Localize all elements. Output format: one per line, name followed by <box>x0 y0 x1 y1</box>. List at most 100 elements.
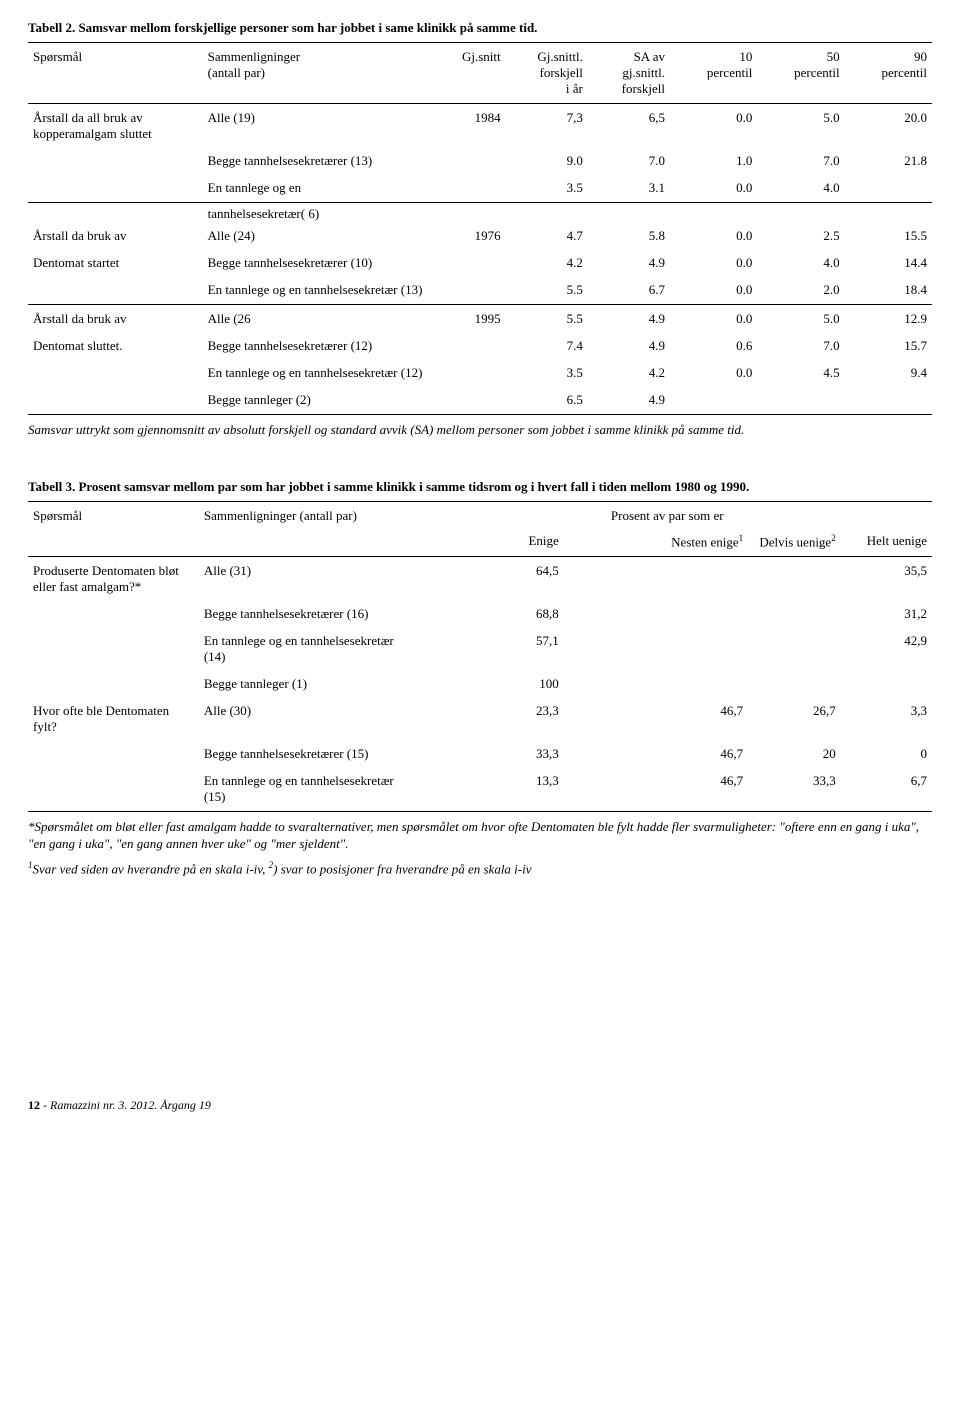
table-cell: 0.0 <box>670 305 757 331</box>
t2-h7-l1: 50 <box>827 49 840 64</box>
table-cell: 7.0 <box>757 330 844 357</box>
t2-h1: Spørsmål <box>28 43 203 104</box>
table-cell <box>564 625 748 668</box>
table-cell <box>434 357 506 384</box>
table-cell: 3,3 <box>841 695 932 738</box>
t2-h6-l1: 10 <box>739 49 752 64</box>
table-cell: 6.5 <box>506 384 588 415</box>
table-cell: 64,5 <box>402 556 563 598</box>
table-cell: 9.0 <box>506 145 588 172</box>
t3-sc2-sup: 1 <box>739 533 744 543</box>
table-cell: 12.9 <box>845 305 932 331</box>
table-cell: 5.5 <box>506 305 588 331</box>
table-cell: 4.2 <box>588 357 670 384</box>
table-cell <box>28 625 199 668</box>
table-cell <box>845 384 932 415</box>
t2-h5: SA av gj.snittl. forskjell <box>588 43 670 104</box>
table-cell: 4.0 <box>757 247 844 274</box>
table-cell <box>28 172 203 203</box>
t2-h6-l2: percentil <box>707 65 752 80</box>
table-row: Begge tannhelsesekretærer (15)33,346,720… <box>28 738 932 765</box>
t3-sc2-t: Nesten enige <box>671 534 739 549</box>
table-cell: 6,5 <box>588 104 670 146</box>
table-cell: 33,3 <box>402 738 563 765</box>
table2: Spørsmål Sammenligninger (antall par) Gj… <box>28 42 932 415</box>
table-cell: 2.5 <box>757 225 844 247</box>
table-cell: 42,9 <box>841 625 932 668</box>
table-row: En tannlege og en tannhelsesekretær (12)… <box>28 357 932 384</box>
table-cell: Begge tannhelsesekretærer (13) <box>203 145 434 172</box>
table-cell <box>564 598 748 625</box>
table-cell <box>434 274 506 305</box>
t3-sc3: Delvis uenige2 <box>748 530 841 557</box>
table-cell: Begge tannhelsesekretærer (15) <box>199 738 403 765</box>
t3-sc3-t: Delvis uenige <box>759 534 831 549</box>
table-cell: 5.0 <box>757 104 844 146</box>
table3-note2: 1Svar ved siden av hverandre på en skala… <box>28 859 932 878</box>
t3-n2-t1: Svar ved siden av hverandre på en skala … <box>33 861 269 876</box>
table-cell: En tannlege og en tannhelsesekretær (12) <box>203 357 434 384</box>
table-cell: Årstall da bruk av <box>28 225 203 247</box>
table-cell <box>748 625 841 668</box>
table-cell: 4.2 <box>506 247 588 274</box>
table-cell <box>28 668 199 695</box>
table-cell: Hvor ofte ble Dentomaten fylt? <box>28 695 199 738</box>
table-row: En tannlege og en tannhelsesekretær (15)… <box>28 765 932 812</box>
table-cell: 0.0 <box>670 225 757 247</box>
table-cell: 3.5 <box>506 172 588 203</box>
table-cell: Begge tannhelsesekretærer (12) <box>203 330 434 357</box>
table2-note: Samsvar uttrykt som gjennomsnitt av abso… <box>28 421 932 439</box>
table-cell: 5.5 <box>506 274 588 305</box>
table-cell: 20 <box>748 738 841 765</box>
table-cell <box>845 172 932 203</box>
table-cell: Begge tannleger (2) <box>203 384 434 415</box>
table-cell: 23,3 <box>402 695 563 738</box>
table-cell: Begge tannleger (1) <box>199 668 403 695</box>
table-cell: En tannlege og en <box>203 172 434 203</box>
t2-h7: 50 percentil <box>757 43 844 104</box>
table-cell: 31,2 <box>841 598 932 625</box>
table-cell: 3.1 <box>588 172 670 203</box>
t2-h5-l2: gj.snittl. <box>622 65 665 80</box>
t3-group: Prosent av par som er <box>402 501 932 530</box>
table-cell: Dentomat startet <box>28 247 203 274</box>
page-number: 12 <box>28 1098 40 1112</box>
table-cell: Alle (26 <box>203 305 434 331</box>
table-cell: 0.0 <box>670 357 757 384</box>
table-row: En tannlege og en3.53.10.04.0 <box>28 172 932 203</box>
t2-h6: 10 percentil <box>670 43 757 104</box>
t2-h8-l1: 90 <box>914 49 927 64</box>
table-row: Begge tannhelsesekretærer (16)68,831,2 <box>28 598 932 625</box>
table-cell <box>434 203 506 226</box>
table-cell: 14.4 <box>845 247 932 274</box>
table-cell: 46,7 <box>564 695 748 738</box>
table-cell <box>757 384 844 415</box>
t2-h8-l2: percentil <box>882 65 927 80</box>
table-row: En tannlege og en tannhelsesekretær (14)… <box>28 625 932 668</box>
t2-h3: Gj.snitt <box>434 43 506 104</box>
table-cell <box>564 668 748 695</box>
t3-sc3-sup: 2 <box>831 533 836 543</box>
table3-title: Tabell 3. Prosent samsvar mellom par som… <box>28 479 932 495</box>
t2-h2: Sammenligninger (antall par) <box>203 43 434 104</box>
table-cell <box>748 598 841 625</box>
table-row: Hvor ofte ble Dentomaten fylt?Alle (30)2… <box>28 695 932 738</box>
table-cell: 4.5 <box>757 357 844 384</box>
table-cell: 0.0 <box>670 274 757 305</box>
table-cell <box>434 145 506 172</box>
t2-h5-l1: SA av <box>634 49 665 64</box>
table-row: tannhelsesekretær( 6) <box>28 203 932 226</box>
t3-sc4: Helt uenige <box>841 530 932 557</box>
table-cell: 0.0 <box>670 247 757 274</box>
table-cell: En tannlege og en tannhelsesekretær (14) <box>199 625 403 668</box>
table-cell: 6,7 <box>841 765 932 812</box>
table-cell: 15.7 <box>845 330 932 357</box>
table-cell: 57,1 <box>402 625 563 668</box>
table-cell: Årstall da bruk av <box>28 305 203 331</box>
t2-h2-l2: (antall par) <box>208 65 265 80</box>
t3-h2: Sammenligninger (antall par) <box>199 501 403 556</box>
table-cell <box>434 330 506 357</box>
table-cell: 100 <box>402 668 563 695</box>
table-cell: 9.4 <box>845 357 932 384</box>
table-cell: En tannlege og en tannhelsesekretær (15) <box>199 765 403 812</box>
